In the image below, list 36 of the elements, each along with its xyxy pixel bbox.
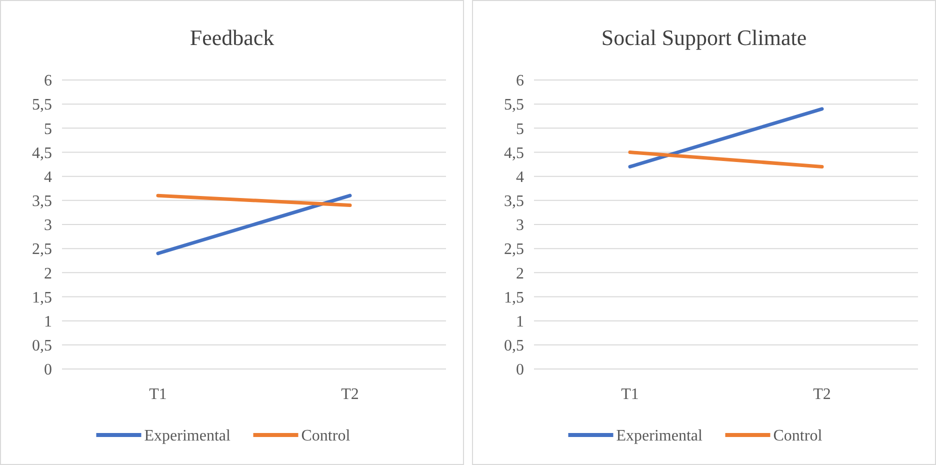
- y-tick-label: 4: [44, 168, 52, 186]
- legend-label: Control: [301, 428, 351, 445]
- y-tick-label: 3,5: [504, 193, 524, 210]
- y-tick-label: 2,5: [32, 241, 52, 258]
- x-tick-label: T2: [341, 386, 359, 403]
- y-tick-label: 5,5: [504, 96, 524, 114]
- y-tick-label: 4: [516, 168, 524, 186]
- legend-label: Control: [773, 428, 823, 445]
- legend-label: Experimental: [616, 428, 703, 445]
- y-tick-label: 0: [516, 362, 524, 379]
- x-tick-label: T2: [813, 386, 831, 403]
- y-tick-label: 0,5: [32, 338, 52, 355]
- y-tick-label: 5: [516, 120, 524, 138]
- y-tick-label: 3: [44, 217, 52, 234]
- y-tick-label: 5: [44, 120, 52, 138]
- y-tick-label: 4,5: [504, 144, 524, 162]
- y-tick-label: 5,5: [32, 96, 52, 114]
- y-tick-label: 3: [516, 217, 524, 234]
- y-tick-label: 1,5: [504, 289, 524, 306]
- y-tick-label: 2: [516, 265, 524, 282]
- legend-label: Experimental: [144, 428, 231, 445]
- y-tick-label: 3,5: [32, 193, 52, 210]
- y-tick-label: 2: [44, 265, 52, 282]
- y-tick-label: 0: [44, 362, 52, 379]
- x-tick-label: T1: [621, 386, 639, 403]
- y-tick-label: 4,5: [32, 144, 52, 162]
- y-tick-label: 2,5: [504, 241, 524, 258]
- chart-title: Social Support Climate: [601, 25, 807, 50]
- chart-title: Feedback: [190, 25, 274, 50]
- y-tick-label: 0,5: [504, 338, 524, 355]
- x-tick-label: T1: [149, 386, 167, 403]
- y-tick-label: 6: [44, 72, 52, 90]
- y-tick-label: 1: [44, 313, 52, 330]
- y-tick-label: 1: [516, 313, 524, 330]
- y-tick-label: 1,5: [32, 289, 52, 306]
- y-tick-label: 6: [516, 72, 524, 90]
